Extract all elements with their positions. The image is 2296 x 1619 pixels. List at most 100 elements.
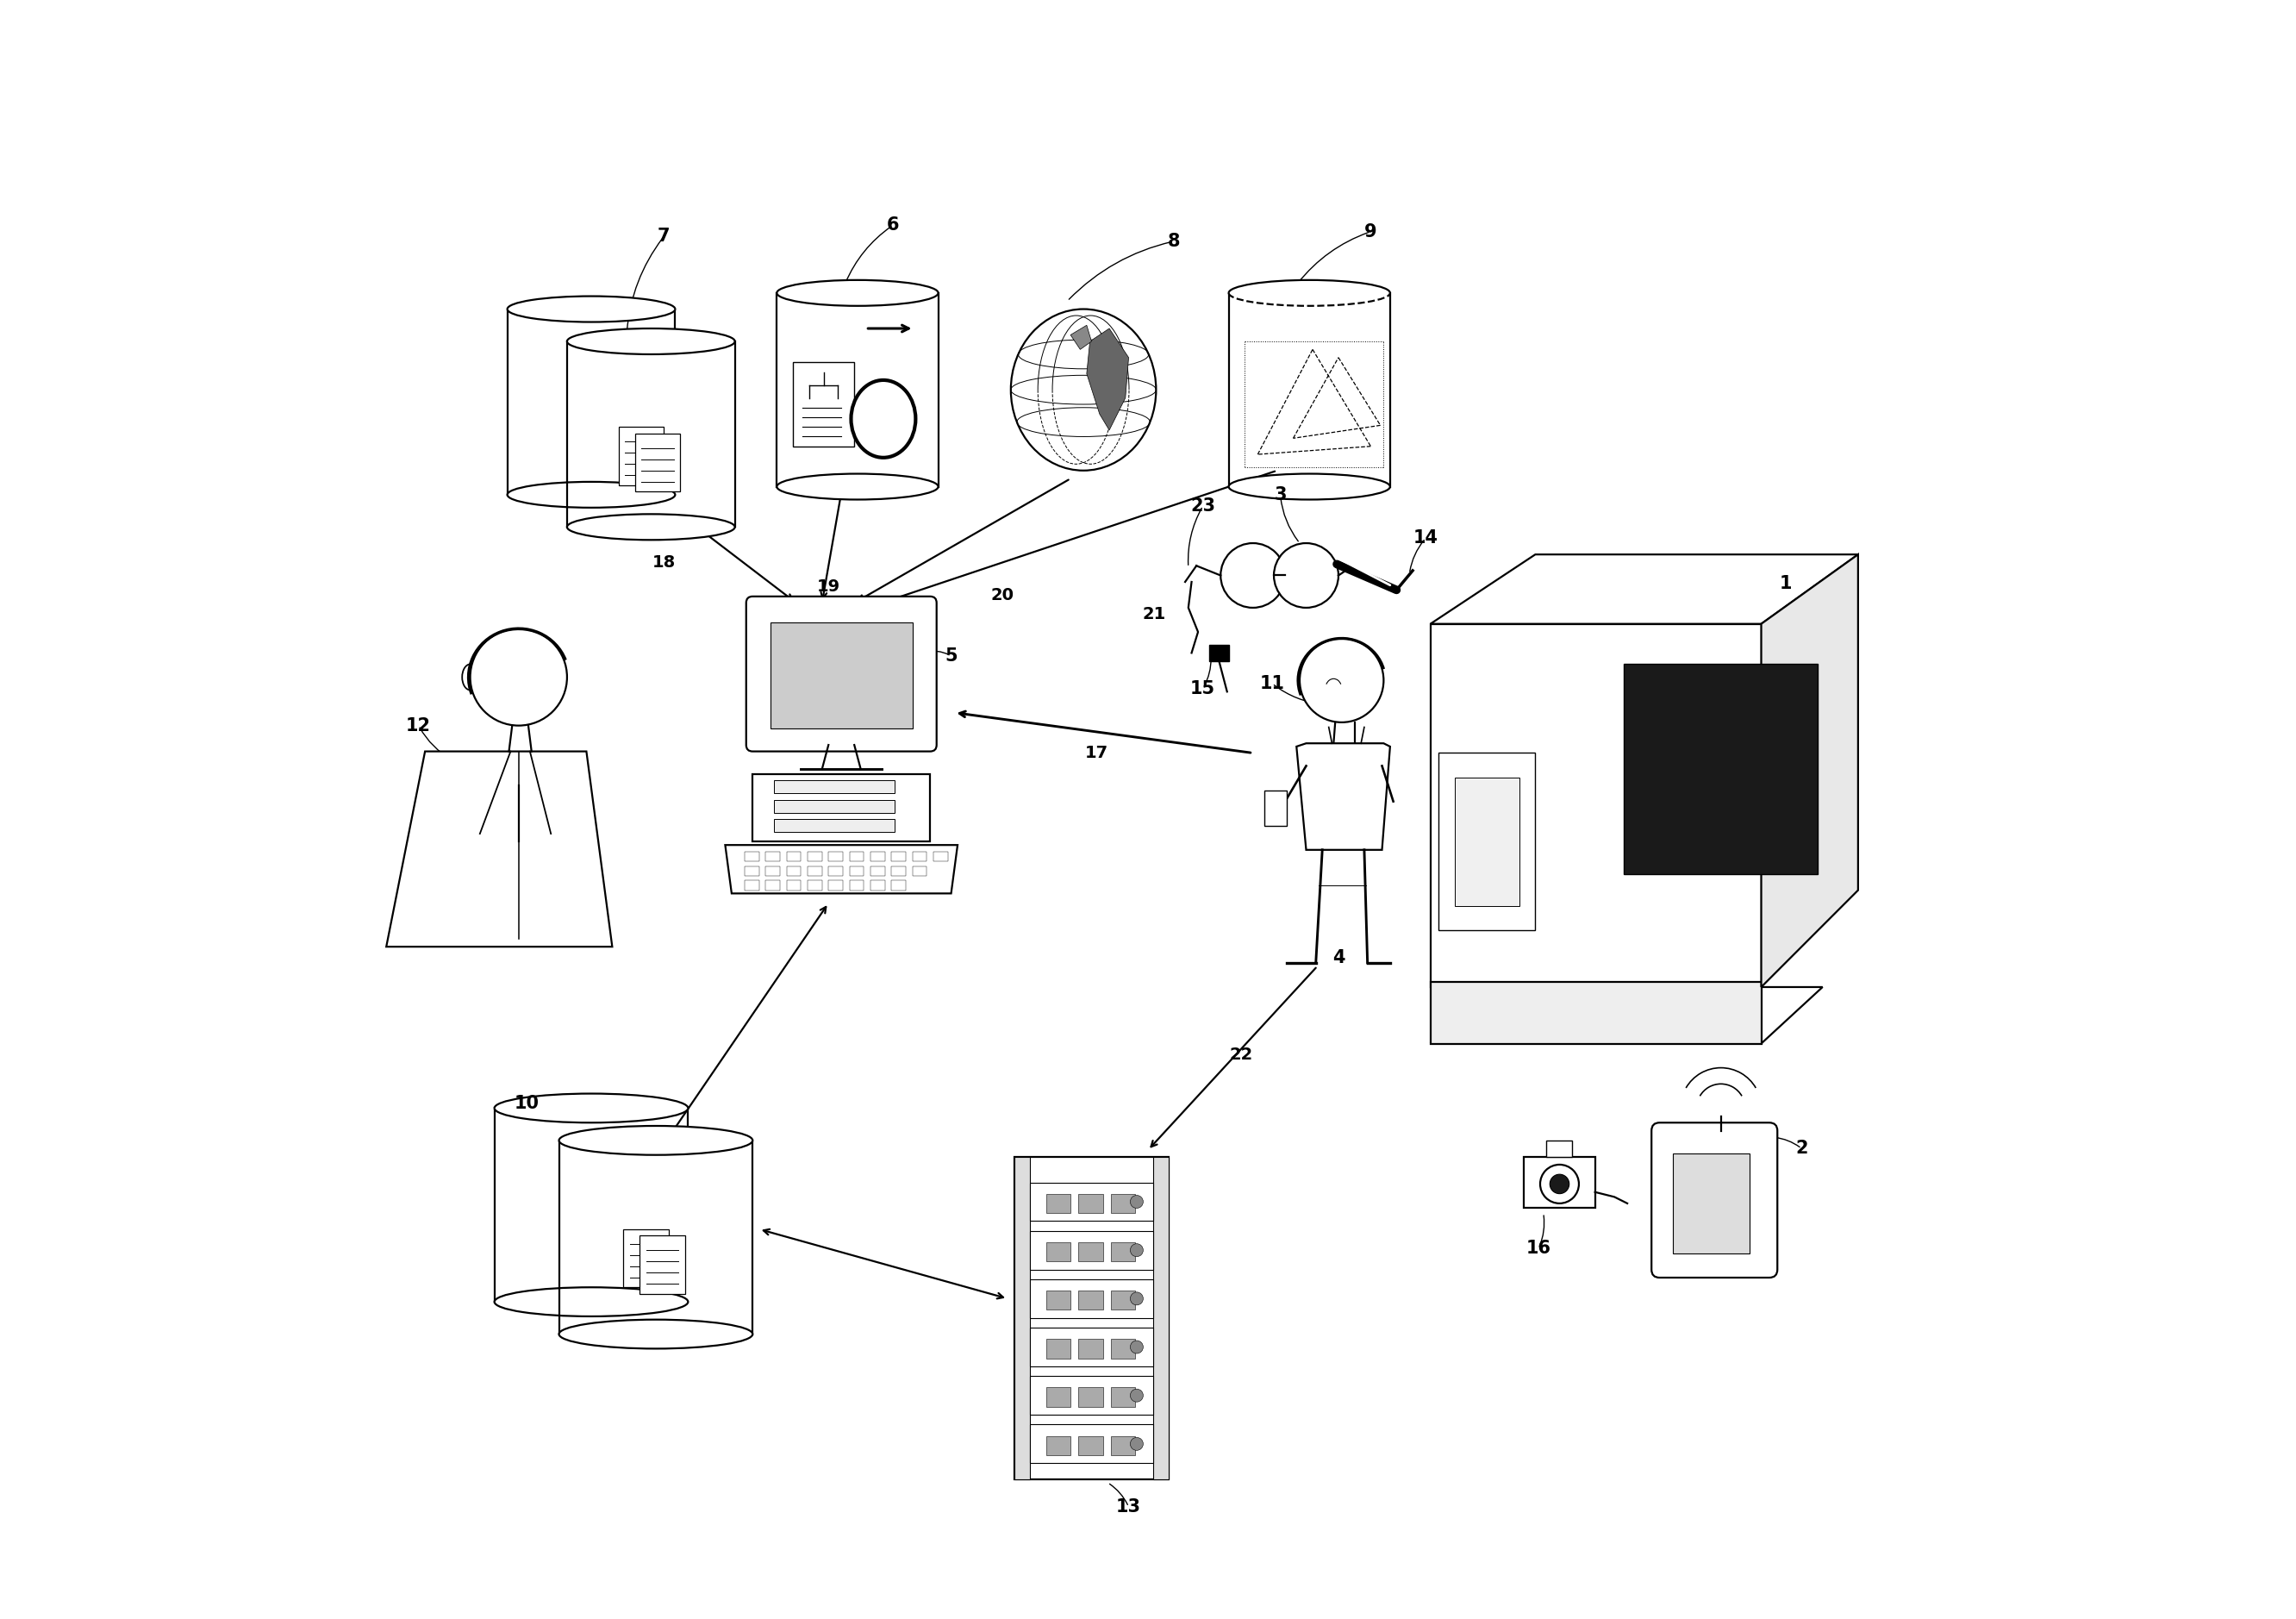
Bar (1210, 644, 1228, 661)
Polygon shape (1430, 988, 1823, 1044)
Text: 17: 17 (1084, 745, 1109, 761)
Bar (765, 852, 781, 861)
Bar (1111, 1193, 1134, 1213)
Text: 3: 3 (1274, 486, 1286, 504)
Bar (1525, 1156, 1596, 1208)
Bar (1031, 1182, 1153, 1221)
Bar (1228, 293, 1389, 487)
Text: 14: 14 (1412, 529, 1437, 547)
Bar (1031, 1425, 1153, 1464)
Polygon shape (386, 751, 613, 947)
Bar (1031, 1279, 1153, 1318)
Bar (829, 852, 843, 861)
Circle shape (1130, 1195, 1143, 1208)
Circle shape (1300, 638, 1384, 722)
Bar (1430, 623, 1761, 988)
Bar (808, 881, 822, 890)
Bar (891, 881, 907, 890)
Bar (788, 866, 801, 876)
Ellipse shape (567, 329, 735, 355)
Bar (1015, 1156, 1169, 1480)
Bar (934, 852, 948, 861)
Polygon shape (1430, 554, 1857, 623)
Polygon shape (1086, 329, 1130, 431)
Ellipse shape (776, 280, 939, 306)
Text: 12: 12 (406, 717, 432, 733)
Ellipse shape (852, 380, 916, 458)
Bar (1111, 1387, 1134, 1407)
Text: 2: 2 (1795, 1140, 1807, 1158)
Bar (1079, 1436, 1102, 1455)
Bar (1031, 1230, 1153, 1269)
Bar (891, 866, 907, 876)
Bar (507, 309, 675, 495)
Text: 5: 5 (946, 648, 957, 665)
Text: 8: 8 (1169, 233, 1180, 249)
Bar (765, 881, 781, 890)
Bar (625, 1229, 668, 1287)
Bar (870, 866, 884, 876)
Bar (912, 852, 928, 861)
Bar (1111, 1242, 1134, 1261)
Bar (850, 866, 863, 876)
FancyBboxPatch shape (1651, 1122, 1777, 1277)
Bar (1111, 1290, 1134, 1310)
Bar (829, 866, 843, 876)
Text: 7: 7 (657, 228, 670, 244)
Bar (808, 866, 822, 876)
Bar (771, 622, 912, 729)
Bar (792, 363, 854, 447)
Bar (808, 852, 822, 861)
Bar (1111, 1339, 1134, 1358)
Circle shape (471, 628, 567, 725)
Bar (558, 1140, 753, 1334)
Bar (870, 881, 884, 890)
Bar (1079, 1387, 1102, 1407)
Bar (1079, 1290, 1102, 1310)
Circle shape (1550, 1174, 1568, 1193)
Polygon shape (1297, 743, 1389, 850)
Bar (744, 881, 760, 890)
Bar (1079, 1193, 1102, 1213)
Bar (850, 881, 863, 890)
Bar (1440, 753, 1536, 931)
Bar (494, 1107, 689, 1302)
Circle shape (1130, 1438, 1143, 1451)
Circle shape (1221, 542, 1286, 607)
Bar (634, 434, 680, 492)
Polygon shape (1070, 325, 1091, 350)
Ellipse shape (558, 1125, 753, 1154)
Bar (1079, 1339, 1102, 1358)
Text: 1: 1 (1779, 575, 1791, 593)
Bar (1031, 1376, 1153, 1415)
Ellipse shape (558, 1319, 753, 1349)
Bar (788, 881, 801, 890)
Bar (829, 881, 843, 890)
Bar (1047, 1339, 1070, 1358)
Bar (776, 293, 939, 487)
Bar (1456, 777, 1520, 907)
Ellipse shape (1228, 280, 1389, 306)
Bar (1047, 1387, 1070, 1407)
Bar (774, 780, 895, 793)
FancyBboxPatch shape (746, 596, 937, 751)
Text: 9: 9 (1364, 223, 1378, 240)
Bar (744, 852, 760, 861)
Bar (1153, 1156, 1169, 1480)
Bar (1047, 1193, 1070, 1213)
Text: 18: 18 (652, 554, 675, 572)
Circle shape (1541, 1164, 1580, 1203)
Text: 4: 4 (1332, 949, 1345, 967)
Bar (1548, 1140, 1573, 1156)
Text: 22: 22 (1231, 1047, 1254, 1064)
Bar (765, 866, 781, 876)
Bar (850, 852, 863, 861)
Text: 20: 20 (992, 586, 1015, 604)
Circle shape (1274, 542, 1339, 607)
Bar (1671, 1153, 1750, 1253)
Text: 23: 23 (1189, 497, 1215, 515)
Bar (891, 852, 907, 861)
Bar (774, 819, 895, 832)
Bar (1111, 1436, 1134, 1455)
Bar (1265, 790, 1286, 826)
